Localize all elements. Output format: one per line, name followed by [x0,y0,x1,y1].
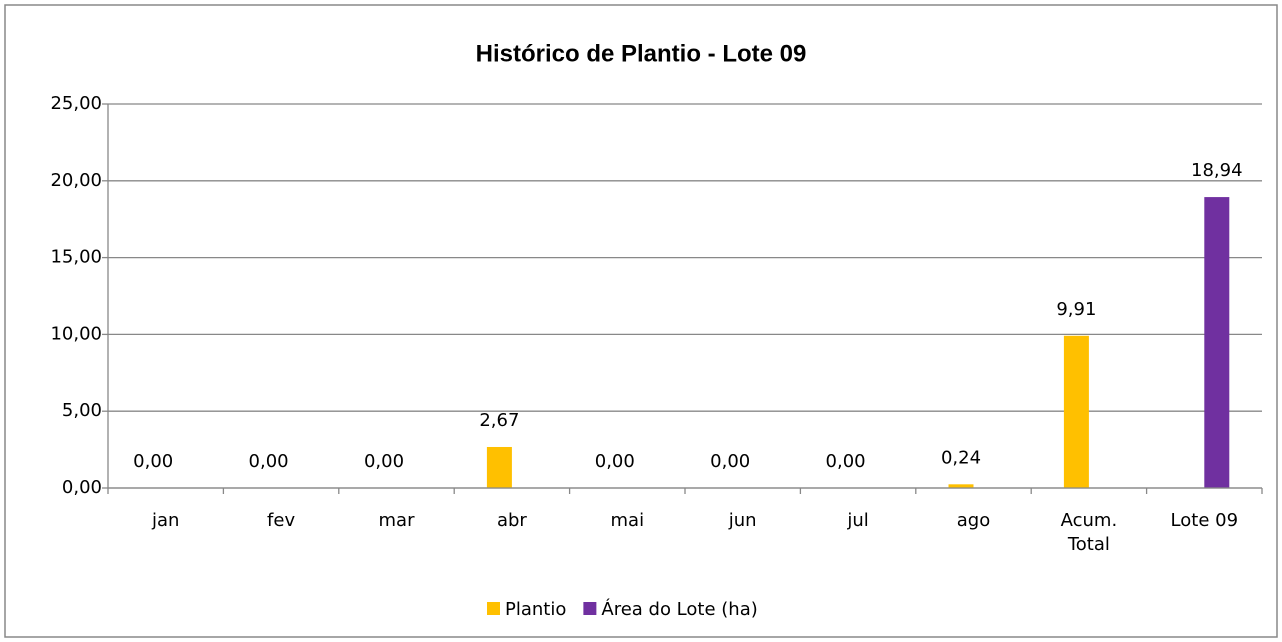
legend-swatch [487,602,500,615]
data-label: 0,00 [595,451,635,472]
bar [948,484,974,488]
x-tick-label: ago [956,510,991,531]
x-tick-label: mai [610,510,645,531]
data-label: 0,00 [249,451,289,472]
data-label: 0,24 [941,447,981,468]
legend-label: Área do Lote (ha) [601,598,757,620]
data-label: 0,00 [826,451,866,472]
data-label: 2,67 [479,410,519,431]
x-tick-label: fev [267,510,296,531]
data-label: 18,94 [1191,160,1243,181]
x-tick-label: jun [728,510,757,531]
legend-label: Plantio [505,599,566,620]
x-tick-label: mar [378,510,415,531]
y-tick-label: 10,00 [50,323,102,344]
x-tick-label: Lote 09 [1170,510,1239,531]
y-tick-label: 20,00 [50,170,102,191]
x-tick-label: jul [847,510,869,531]
bar [486,446,512,488]
x-tick-label: jan [151,510,180,531]
y-tick-label: 5,00 [62,400,102,421]
data-label: 0,00 [364,451,404,472]
x-tick-label: Acum. Total [1060,510,1118,555]
data-label: 9,91 [1056,299,1096,320]
legend-swatch [583,602,597,615]
y-tick-label: 15,00 [50,247,102,268]
bar [1063,335,1089,488]
chart-title: Histórico de Plantio - Lote 09 [476,40,807,67]
bar [1204,197,1230,488]
y-tick-label: 25,00 [50,93,102,114]
data-label: 0,00 [710,451,750,472]
y-tick-label: 0,00 [62,477,102,498]
data-label: 0,00 [133,451,173,472]
chart-frame [4,4,1278,638]
x-tick-label: abr [496,510,527,531]
